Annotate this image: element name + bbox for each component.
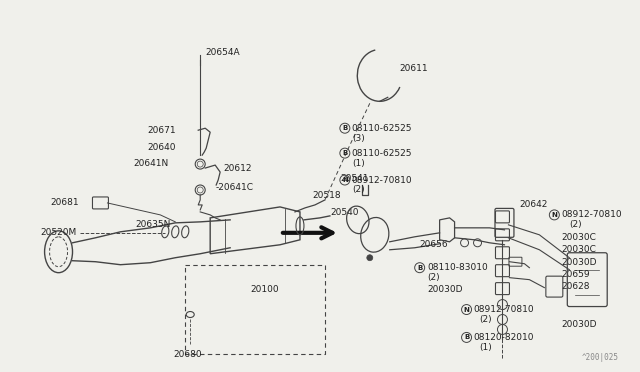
Text: 20030D: 20030D: [428, 285, 463, 294]
Text: 20640: 20640: [147, 142, 176, 152]
Circle shape: [367, 255, 372, 261]
Text: 20100: 20100: [250, 285, 278, 294]
Text: (1): (1): [352, 158, 365, 167]
Text: 20030C: 20030C: [561, 233, 596, 242]
Text: 20030D: 20030D: [561, 258, 597, 267]
Text: 20612: 20612: [223, 164, 252, 173]
Text: 08110-83010: 08110-83010: [428, 263, 488, 272]
Text: 08912-70810: 08912-70810: [474, 305, 534, 314]
Text: 08110-62525: 08110-62525: [352, 124, 412, 133]
Text: (2): (2): [570, 220, 582, 230]
Text: 20540: 20540: [330, 208, 358, 217]
Text: 20671: 20671: [147, 126, 176, 135]
Text: 20520M: 20520M: [40, 228, 77, 237]
Text: 20518: 20518: [312, 192, 340, 201]
Text: B: B: [342, 150, 348, 156]
Text: (2): (2): [352, 186, 364, 195]
Text: 20642: 20642: [520, 201, 548, 209]
Text: N: N: [463, 307, 470, 312]
Text: 20659: 20659: [561, 270, 590, 279]
Text: 08120-82010: 08120-82010: [474, 333, 534, 342]
Text: 20030C: 20030C: [561, 245, 596, 254]
Text: N: N: [342, 177, 348, 183]
Text: 20635N: 20635N: [136, 220, 171, 230]
Text: 08110-62525: 08110-62525: [352, 149, 412, 158]
Text: 20680: 20680: [173, 350, 202, 359]
Text: B: B: [342, 125, 348, 131]
Text: B: B: [417, 265, 422, 271]
Text: -20641C: -20641C: [215, 183, 253, 192]
Text: (3): (3): [352, 134, 365, 143]
Text: 20541: 20541: [340, 173, 369, 183]
Text: 08912-70810: 08912-70810: [352, 176, 412, 185]
Text: 20030D: 20030D: [561, 320, 597, 329]
Text: 20654A: 20654A: [205, 48, 240, 57]
Text: 08912-70810: 08912-70810: [561, 211, 622, 219]
Text: (2): (2): [479, 315, 492, 324]
Text: 20656: 20656: [420, 240, 448, 249]
Text: 20611: 20611: [400, 64, 428, 73]
Text: (2): (2): [428, 273, 440, 282]
Text: B: B: [464, 334, 469, 340]
Text: 20641N: 20641N: [133, 158, 168, 167]
Text: ^200|025: ^200|025: [582, 353, 619, 362]
Text: 20628: 20628: [561, 282, 590, 291]
Text: N: N: [552, 212, 557, 218]
Text: (1): (1): [479, 343, 492, 352]
Text: 20681: 20681: [51, 198, 79, 208]
